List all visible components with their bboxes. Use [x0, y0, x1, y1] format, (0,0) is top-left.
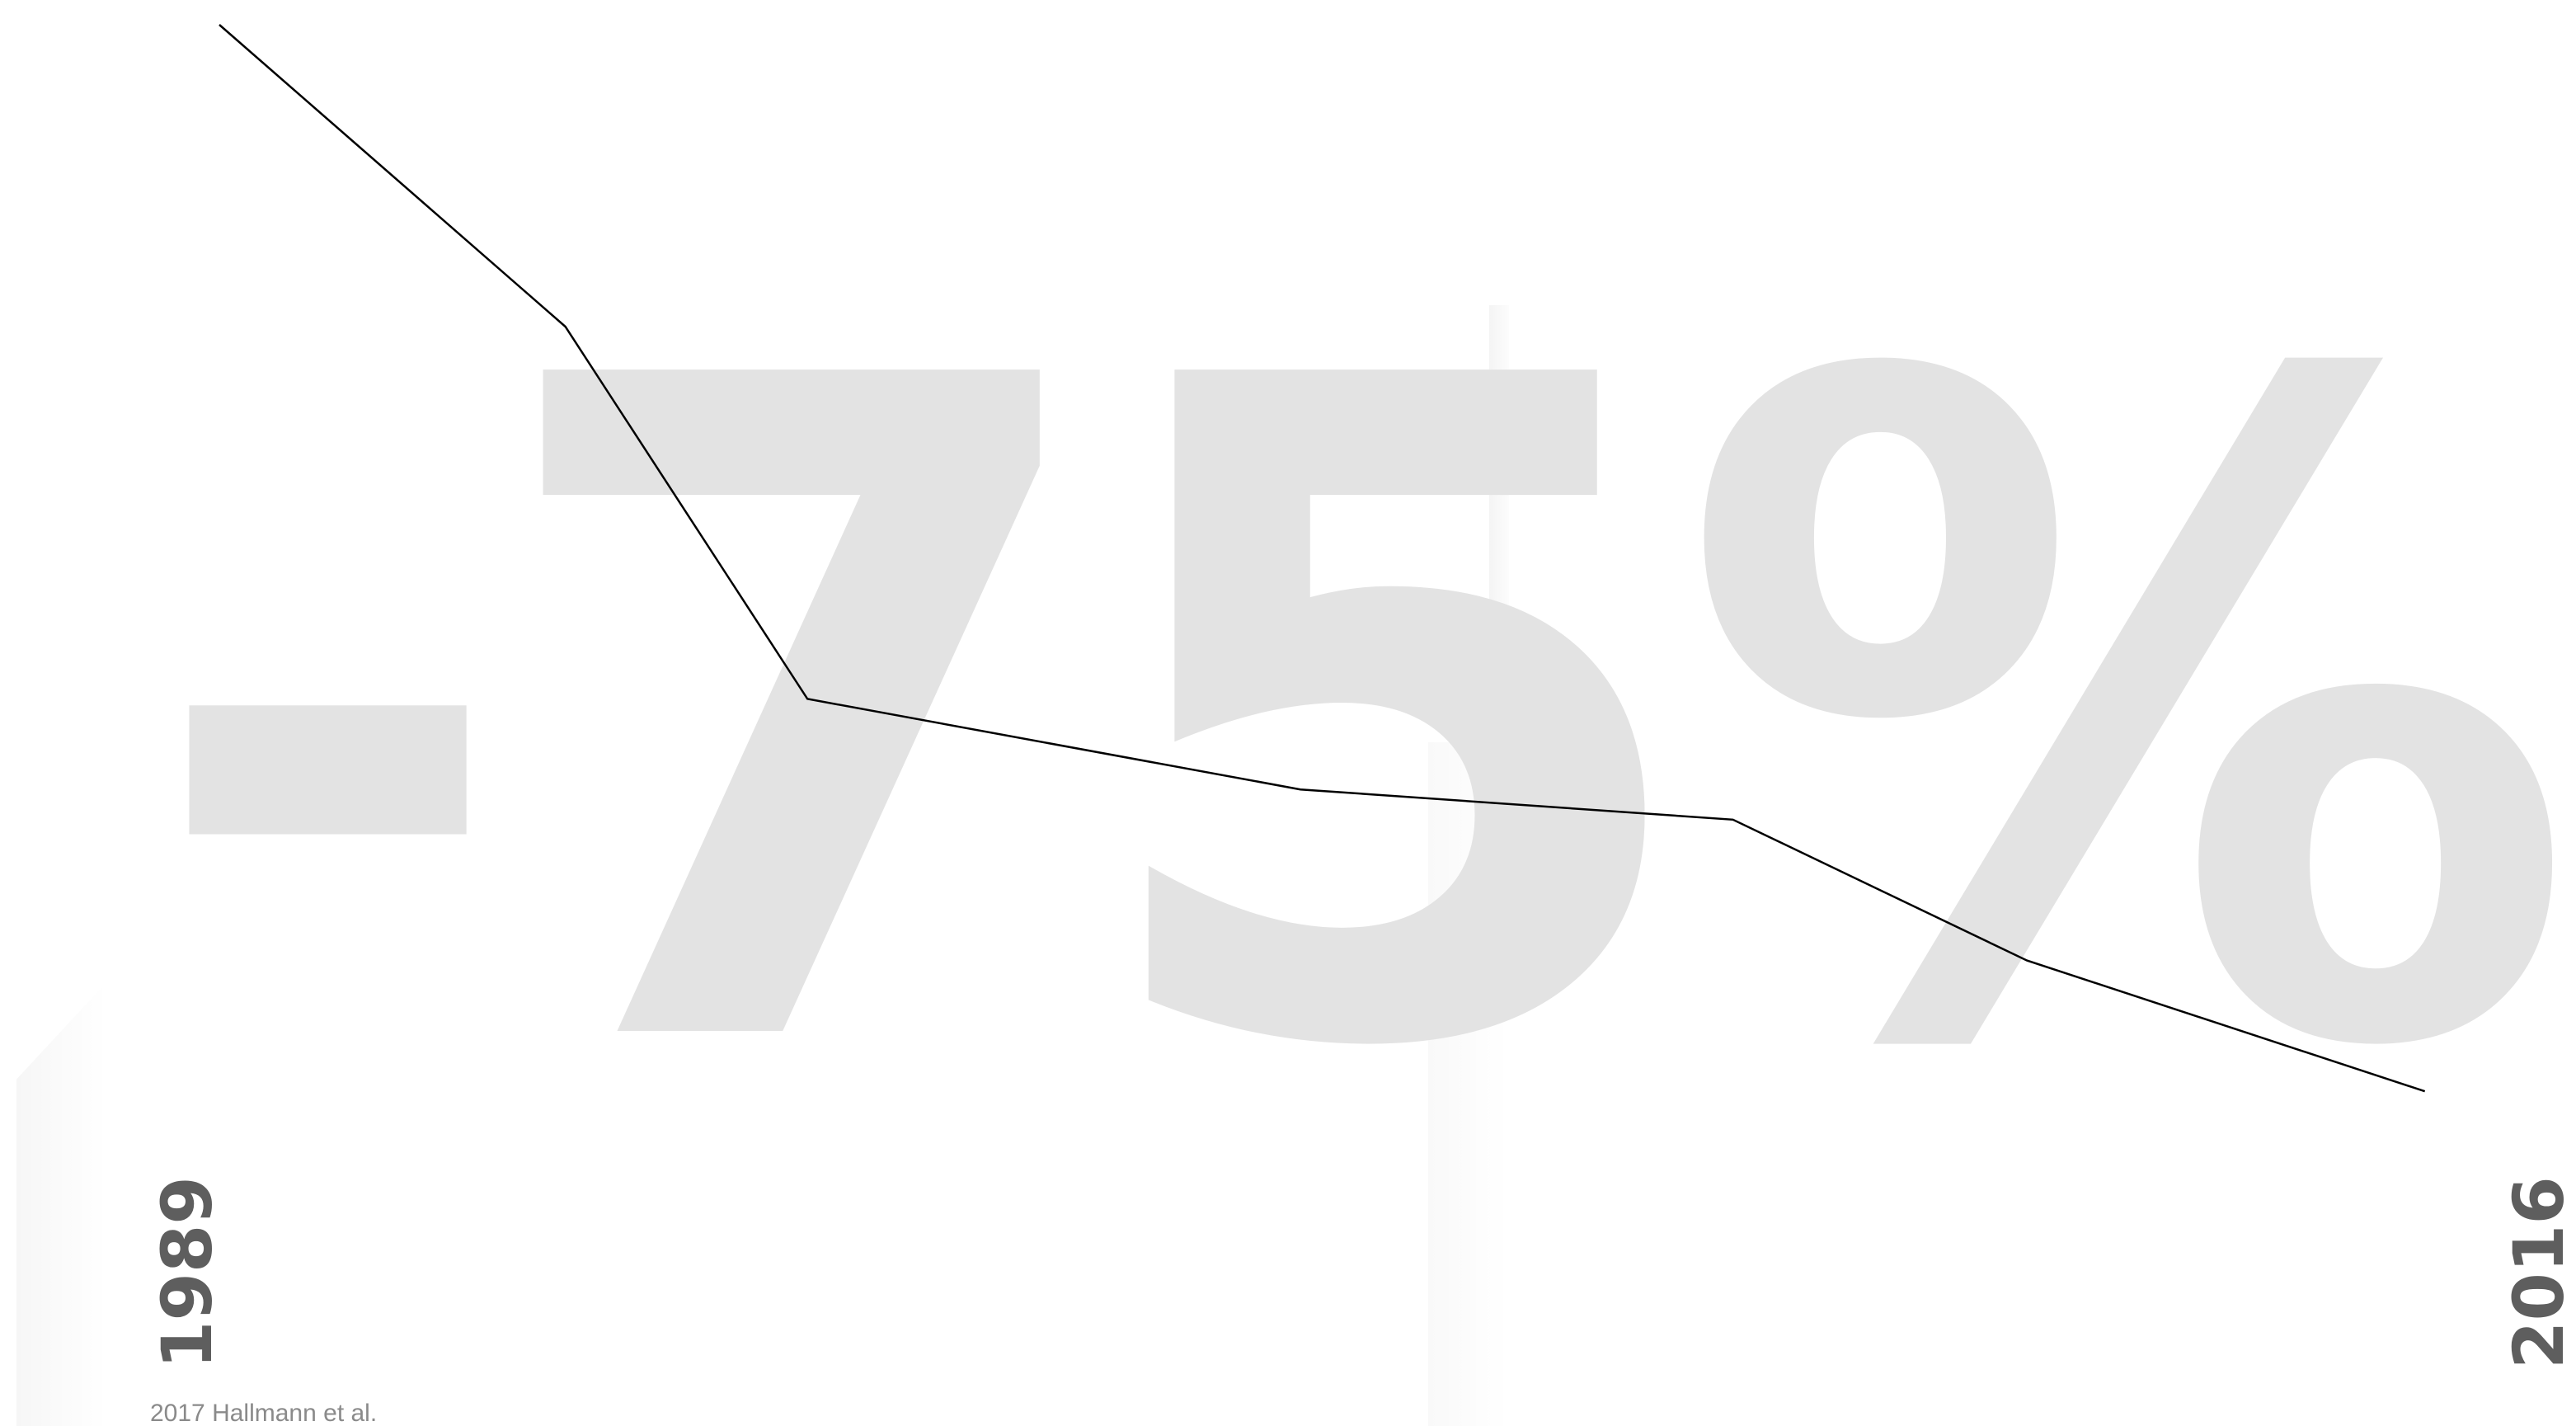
center-shadow-edge-decoration: [1489, 305, 1509, 742]
source-citation: 2017 Hallmann et al.: [150, 1400, 378, 1426]
x-axis-start-label: 1989: [147, 1176, 228, 1369]
x-axis-end-label: 2016: [2498, 1176, 2576, 1369]
headline-percentage: -75%: [140, 190, 2565, 1245]
insect-biomass-series-line: [219, 24, 2426, 1093]
center-shadow-decoration: [1428, 742, 1511, 1426]
